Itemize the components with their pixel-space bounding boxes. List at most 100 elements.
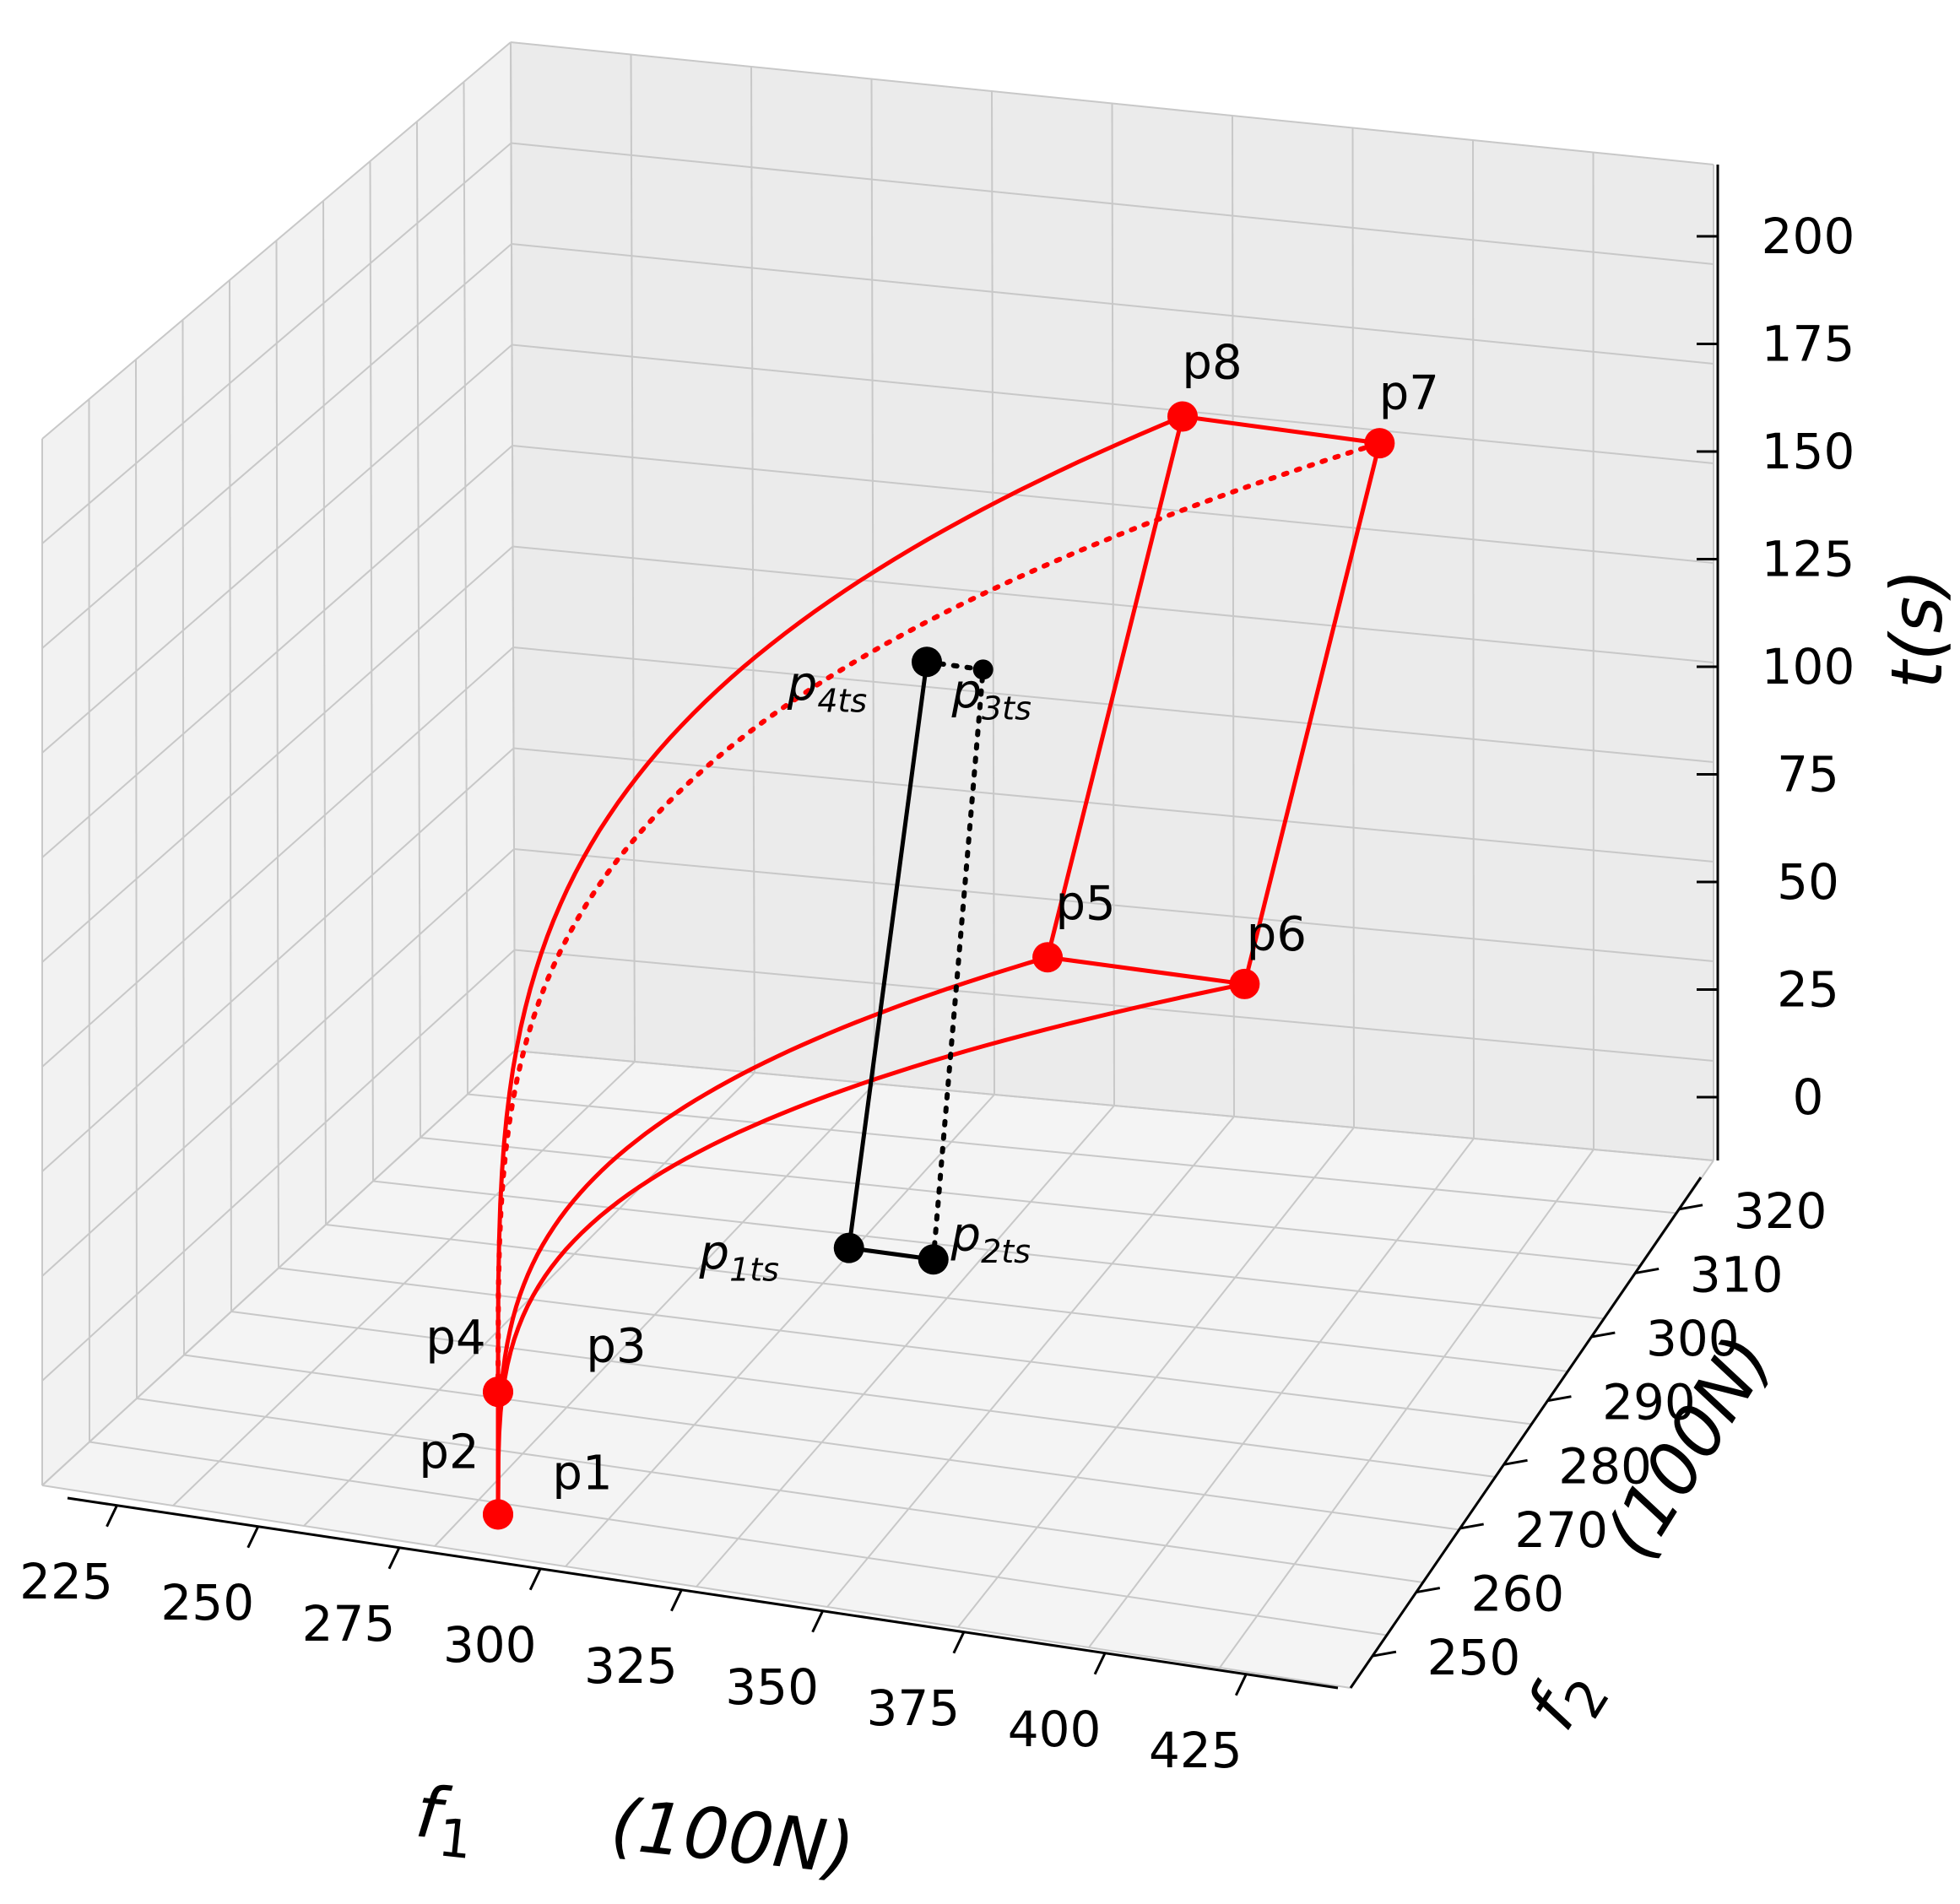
f1-axis-title: f1 <box>410 1770 478 1871</box>
f1-tick-label: 275 <box>302 1595 396 1652</box>
f2-tick-label: 290 <box>1602 1374 1696 1431</box>
f1-tick <box>1234 1674 1248 1696</box>
t-axis-title: t(s) <box>1876 569 1958 689</box>
back-pane <box>511 42 1714 1160</box>
grid-line <box>41 1050 516 1486</box>
point-labels: p1 p2 p3 p4 p5 p6 p7 p8 p1ts p2ts p3ts p4ts <box>419 335 1439 1501</box>
segment-p6-p7 <box>1242 442 1382 985</box>
f2-tick-label: 310 <box>1690 1246 1784 1303</box>
segment-p8-p5 <box>1045 415 1185 958</box>
f2-tick-label: 250 <box>1427 1629 1521 1686</box>
f1-tick-label: 250 <box>160 1574 254 1631</box>
f2-tick <box>1591 1331 1616 1339</box>
grid-line <box>514 949 1714 1062</box>
marker-p6 <box>1229 968 1260 999</box>
marker-p4 <box>483 1377 513 1408</box>
grid-line <box>1472 139 1475 1139</box>
grid-line <box>514 1050 1714 1161</box>
segment-p7-p8 <box>1182 414 1380 446</box>
f1-tick <box>528 1568 542 1591</box>
f1-tick <box>1093 1652 1107 1675</box>
grid-line <box>512 646 1714 763</box>
segment-p5-p6 <box>1047 955 1245 987</box>
grid-line <box>41 848 515 1277</box>
label-p5: p5 <box>1055 876 1115 931</box>
t-tick-label: 150 <box>1762 423 1855 480</box>
marker-p2ts <box>918 1244 949 1275</box>
f1-axis-line <box>67 1496 1339 1690</box>
f1-tick <box>246 1526 260 1549</box>
f1-tick <box>670 1589 683 1612</box>
grid-line <box>826 1116 1235 1608</box>
grid-line <box>41 949 516 1382</box>
f1-tick-label: 425 <box>1149 1722 1243 1779</box>
f2-tick <box>1459 1523 1484 1530</box>
t-tick-label: 100 <box>1762 638 1855 695</box>
grid-line <box>420 1137 1642 1267</box>
f2-tick <box>1678 1204 1703 1211</box>
f2-axis-title: f2 <box>1510 1650 1622 1750</box>
f1-tick-label: 400 <box>1008 1701 1102 1758</box>
curve-p1-p5 <box>495 955 1048 1515</box>
grid-line <box>467 1093 1678 1214</box>
segment-p4ts-p3ts <box>924 659 986 673</box>
grid-line <box>1219 1149 1595 1669</box>
grid-line <box>513 747 1714 863</box>
f2-tick-label: 260 <box>1470 1566 1564 1623</box>
grid-line <box>510 41 516 1052</box>
label-p3: p3 <box>586 1319 646 1374</box>
t-tick-label: 50 <box>1777 853 1839 911</box>
label-p1ts: p1ts <box>699 1226 779 1289</box>
grid-line <box>1592 152 1595 1150</box>
f2-tick-label: 300 <box>1646 1310 1740 1367</box>
grid-line <box>696 1105 1115 1588</box>
t-tick-label: 125 <box>1762 531 1855 588</box>
marker-p3ts <box>972 659 994 680</box>
label-p4: p4 <box>425 1311 485 1366</box>
f1-axis-unit: (100N) <box>607 1782 858 1890</box>
label-p6: p6 <box>1247 907 1307 962</box>
grid-line <box>41 545 514 963</box>
f1-tick-label: 300 <box>443 1616 537 1674</box>
marker-p1ts <box>833 1232 864 1263</box>
f1-tick <box>952 1631 966 1654</box>
grid-line <box>1351 127 1355 1128</box>
grid-line <box>1232 115 1235 1117</box>
label-p3ts: p3ts <box>950 664 1031 727</box>
grid-line <box>513 848 1714 962</box>
label-p1: p1 <box>552 1446 612 1501</box>
marker-p8 <box>1167 401 1198 432</box>
label-p7: p7 <box>1379 366 1439 421</box>
f2-axis-line <box>1349 1176 1703 1689</box>
f1-tick-label: 350 <box>725 1658 819 1716</box>
f2-tick <box>1416 1587 1441 1594</box>
t-tick-label: 200 <box>1762 208 1855 265</box>
grid-line <box>41 646 514 1068</box>
f2-tick <box>1547 1395 1572 1403</box>
f1-tick-label: 325 <box>584 1637 678 1695</box>
curve-p2-p6 <box>495 982 1245 1515</box>
curve-p3-p7 <box>495 441 1383 1395</box>
data-series <box>483 401 1395 1530</box>
segment-p1ts-p4ts <box>847 661 929 1249</box>
grid-line <box>416 121 421 1139</box>
t-tick-label: 175 <box>1762 316 1855 373</box>
curve-p4-p8 <box>495 414 1183 1393</box>
floor-pane <box>42 1051 1714 1688</box>
grid-lines <box>41 41 1714 1689</box>
left-pane <box>42 42 515 1485</box>
grid-line <box>372 1180 1605 1320</box>
f2-tick-label: 270 <box>1514 1501 1608 1559</box>
grid-line <box>369 160 374 1182</box>
label-p4ts: p4ts <box>787 657 867 719</box>
grid-line <box>1088 1138 1475 1648</box>
marker-p4ts <box>912 646 942 678</box>
f2-tick-label: 280 <box>1558 1437 1652 1495</box>
label-p2: p2 <box>419 1425 479 1479</box>
f2-tick <box>1634 1267 1660 1274</box>
label-p8: p8 <box>1182 335 1242 390</box>
segment-p2ts-p3ts <box>930 667 986 1263</box>
grid-line <box>512 545 1714 663</box>
grid-line <box>463 81 468 1095</box>
